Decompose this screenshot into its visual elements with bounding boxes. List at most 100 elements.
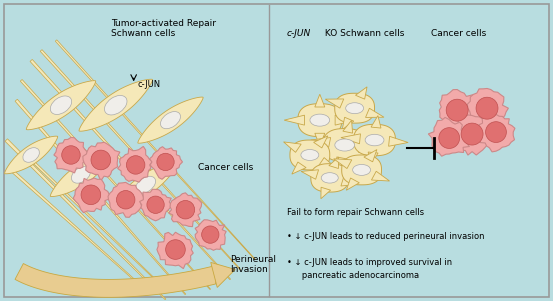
Polygon shape (429, 117, 469, 156)
Ellipse shape (105, 95, 127, 115)
Ellipse shape (321, 173, 338, 183)
Polygon shape (73, 178, 110, 213)
Ellipse shape (335, 139, 354, 151)
Polygon shape (359, 143, 379, 153)
Ellipse shape (301, 150, 319, 160)
Polygon shape (15, 99, 186, 295)
Circle shape (486, 122, 507, 142)
Text: Tumor-activated Repair
Schwann cells: Tumor-activated Repair Schwann cells (111, 19, 216, 38)
Polygon shape (372, 171, 389, 181)
Polygon shape (40, 50, 241, 270)
Text: • ↓ c-JUN leads to improved survival in: • ↓ c-JUN leads to improved survival in (287, 257, 452, 266)
Polygon shape (290, 140, 330, 170)
Polygon shape (315, 94, 325, 107)
Polygon shape (55, 40, 255, 260)
Polygon shape (319, 158, 336, 168)
Polygon shape (366, 108, 384, 117)
Polygon shape (337, 157, 347, 170)
Circle shape (446, 99, 468, 121)
Ellipse shape (23, 148, 39, 162)
Text: c-JUN: c-JUN (287, 29, 311, 38)
Circle shape (91, 150, 111, 170)
Circle shape (439, 128, 460, 148)
Text: Cancer cells: Cancer cells (199, 163, 254, 172)
Polygon shape (439, 89, 478, 130)
Polygon shape (342, 117, 354, 129)
FancyBboxPatch shape (4, 4, 549, 297)
Polygon shape (118, 146, 153, 182)
Circle shape (176, 200, 195, 219)
Polygon shape (211, 262, 235, 287)
Polygon shape (346, 178, 359, 190)
Polygon shape (364, 150, 377, 162)
Polygon shape (353, 124, 395, 156)
Polygon shape (329, 157, 338, 169)
Polygon shape (301, 170, 319, 179)
Ellipse shape (310, 114, 330, 126)
Circle shape (127, 156, 145, 174)
Polygon shape (311, 164, 348, 192)
Polygon shape (335, 93, 374, 123)
Polygon shape (467, 88, 508, 129)
Text: pancreatic adenocarcinoma: pancreatic adenocarcinoma (294, 272, 419, 281)
Polygon shape (341, 134, 361, 144)
Polygon shape (450, 115, 492, 155)
Polygon shape (325, 99, 344, 108)
Polygon shape (20, 79, 211, 290)
Polygon shape (139, 189, 171, 221)
Circle shape (117, 191, 135, 209)
Polygon shape (284, 142, 301, 152)
Circle shape (147, 196, 164, 213)
Polygon shape (389, 136, 408, 146)
Polygon shape (311, 138, 331, 147)
Ellipse shape (365, 134, 384, 146)
Polygon shape (50, 153, 112, 197)
Ellipse shape (346, 103, 363, 114)
Circle shape (461, 123, 483, 145)
Ellipse shape (160, 112, 180, 129)
Circle shape (157, 153, 174, 171)
Polygon shape (30, 59, 231, 280)
Polygon shape (333, 159, 352, 169)
Polygon shape (195, 220, 226, 250)
Polygon shape (335, 115, 356, 125)
Ellipse shape (353, 164, 371, 175)
Text: c-JUN: c-JUN (138, 80, 161, 89)
Text: Cancer cells: Cancer cells (431, 29, 487, 38)
Polygon shape (149, 147, 182, 179)
Polygon shape (314, 136, 328, 148)
Polygon shape (108, 182, 144, 217)
Ellipse shape (71, 167, 90, 183)
Text: Fail to form repair Schwann cells: Fail to form repair Schwann cells (287, 208, 424, 217)
Polygon shape (343, 120, 353, 133)
Polygon shape (476, 114, 515, 152)
Polygon shape (323, 129, 367, 161)
Polygon shape (371, 116, 381, 128)
Polygon shape (11, 169, 151, 295)
Polygon shape (298, 104, 342, 137)
Polygon shape (138, 97, 203, 143)
Polygon shape (15, 263, 216, 297)
Polygon shape (157, 232, 193, 268)
Circle shape (476, 97, 498, 119)
Text: • ↓ c-JUN leads to reduced perineural invasion: • ↓ c-JUN leads to reduced perineural in… (287, 232, 484, 240)
Polygon shape (315, 133, 325, 146)
Polygon shape (25, 154, 166, 290)
Polygon shape (54, 137, 87, 173)
Polygon shape (292, 162, 306, 174)
Polygon shape (5, 139, 166, 300)
Polygon shape (342, 155, 382, 185)
Circle shape (62, 146, 80, 164)
Text: Perineural
Invasion: Perineural Invasion (230, 255, 276, 274)
Ellipse shape (135, 176, 155, 194)
Polygon shape (79, 79, 153, 131)
Polygon shape (113, 162, 178, 208)
Polygon shape (27, 81, 96, 130)
Polygon shape (4, 136, 58, 174)
Polygon shape (356, 87, 367, 99)
Text: KO Schwann cells: KO Schwann cells (322, 29, 404, 38)
Circle shape (81, 185, 101, 205)
Polygon shape (321, 187, 331, 199)
Polygon shape (169, 193, 202, 227)
Circle shape (202, 226, 219, 243)
